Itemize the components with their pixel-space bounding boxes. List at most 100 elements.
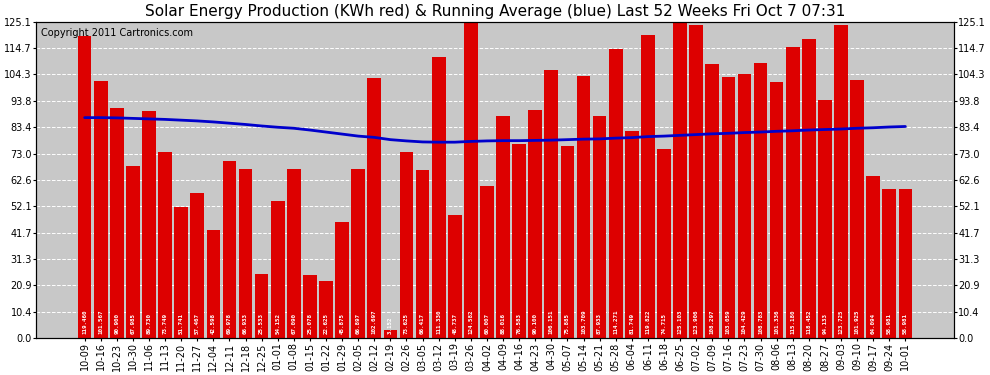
Text: 103.059: 103.059 [726,310,731,334]
Bar [576,76,590,338]
Bar [464,23,478,338]
Text: 124.582: 124.582 [468,310,473,334]
Text: 119.460: 119.460 [82,310,87,334]
Text: 108.783: 108.783 [758,310,763,334]
Bar [593,116,607,338]
Bar [416,170,430,338]
Bar [367,78,381,338]
Text: 3.152: 3.152 [388,317,393,334]
Text: 90.900: 90.900 [114,314,120,334]
Bar [802,39,816,338]
Bar [223,161,237,338]
Bar [706,64,719,338]
Text: 67.090: 67.090 [291,314,296,334]
Bar [882,189,896,338]
Text: 66.933: 66.933 [244,314,248,334]
Text: 101.567: 101.567 [98,310,103,334]
Text: 25.078: 25.078 [308,314,313,334]
Bar [673,22,687,338]
Text: 111.330: 111.330 [437,310,442,334]
Text: 104.429: 104.429 [742,310,746,334]
Text: 89.730: 89.730 [147,314,151,334]
Bar [899,189,912,338]
Text: 123.725: 123.725 [839,310,843,334]
Text: 94.133: 94.133 [823,314,828,334]
Text: 54.152: 54.152 [275,314,280,334]
Bar [447,215,461,338]
Text: 69.978: 69.978 [227,314,232,334]
Text: 67.985: 67.985 [131,314,136,334]
Text: 45.875: 45.875 [340,314,345,334]
Text: 90.100: 90.100 [533,314,538,334]
Text: 123.906: 123.906 [694,310,699,334]
Text: 73.625: 73.625 [404,314,409,334]
Text: 58.981: 58.981 [887,314,892,334]
Bar [303,275,317,338]
Text: 76.583: 76.583 [517,314,522,334]
Text: 87.933: 87.933 [597,314,602,334]
Bar [271,201,284,338]
Bar [207,231,220,338]
Bar [544,70,558,338]
Bar [512,144,526,338]
Bar [722,78,736,338]
Text: 114.271: 114.271 [613,310,618,334]
Bar [689,25,703,338]
Bar [642,35,654,338]
Bar [319,281,333,338]
Text: 74.715: 74.715 [661,314,666,334]
Text: 108.297: 108.297 [710,310,715,334]
Text: 88.016: 88.016 [501,314,506,334]
Text: 58.981: 58.981 [903,314,908,334]
Bar [866,176,880,338]
Title: Solar Energy Production (KWh red) & Running Average (blue) Last 52 Weeks Fri Oct: Solar Energy Production (KWh red) & Runn… [145,4,845,19]
Bar [625,131,639,338]
Text: 48.737: 48.737 [452,314,457,334]
Bar [609,49,623,338]
Bar [174,207,188,338]
Bar [190,193,204,338]
Text: 102.697: 102.697 [372,310,377,334]
Bar [143,111,155,338]
Text: 106.151: 106.151 [548,310,553,334]
Text: 115.180: 115.180 [790,310,795,334]
Text: 57.467: 57.467 [195,314,200,334]
Bar [738,74,751,338]
Bar [850,80,864,338]
Text: 101.925: 101.925 [854,310,859,334]
Bar [753,63,767,338]
Text: 66.897: 66.897 [355,314,360,334]
Bar [657,149,671,338]
Bar [835,25,847,338]
Bar [496,116,510,338]
Text: 25.533: 25.533 [259,314,264,334]
Bar [254,274,268,338]
Bar [239,169,252,338]
Bar [480,186,494,338]
Bar [400,152,414,338]
Text: 66.417: 66.417 [420,314,425,334]
Text: 119.822: 119.822 [645,310,650,334]
Text: 81.749: 81.749 [630,314,635,334]
Text: 101.336: 101.336 [774,310,779,334]
Bar [383,330,397,338]
Text: 125.103: 125.103 [677,310,682,334]
Bar [158,152,172,338]
Bar [818,100,832,338]
Text: 60.007: 60.007 [484,314,489,334]
Bar [770,82,783,338]
Bar [126,166,140,338]
Text: 118.452: 118.452 [806,310,811,334]
Text: 73.749: 73.749 [162,314,167,334]
Bar [94,81,108,338]
Bar [287,168,301,338]
Bar [560,146,574,338]
Text: 22.625: 22.625 [324,314,329,334]
Text: 103.709: 103.709 [581,310,586,334]
Text: 64.094: 64.094 [870,314,876,334]
Bar [78,36,91,338]
Text: Copyright 2011 Cartronics.com: Copyright 2011 Cartronics.com [41,28,193,38]
Text: 42.598: 42.598 [211,314,216,334]
Bar [110,108,124,338]
Bar [432,57,446,338]
